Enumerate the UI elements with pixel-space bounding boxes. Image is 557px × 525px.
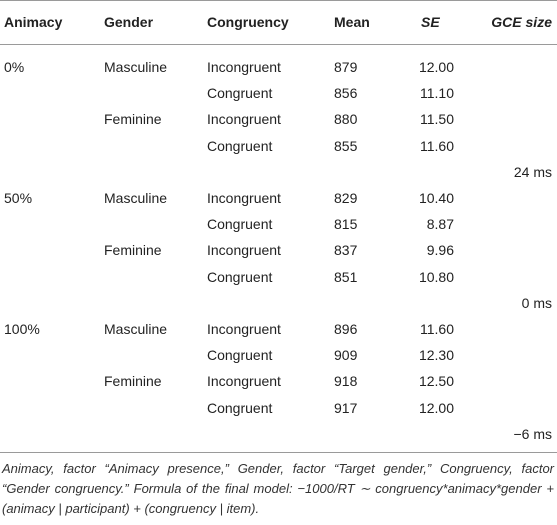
gender-cell: Feminine: [104, 373, 162, 390]
gce-cell: 24 ms: [513, 163, 552, 180]
se-cell: 10.80: [418, 268, 454, 285]
gender-cell: Feminine: [104, 111, 162, 128]
animacy-cell: 50%: [4, 190, 33, 206]
animacy-cell: 0%: [4, 59, 25, 75]
mean-cell: 909: [334, 347, 358, 364]
congruency-cell: Congruent: [207, 85, 273, 102]
mean-cell: 855: [334, 137, 358, 154]
column-header: Gender: [104, 14, 154, 30]
bottom-rule: [0, 452, 557, 453]
mean-cell: 856: [334, 85, 358, 102]
se-cell: 12.00: [418, 399, 454, 416]
mean-cell: 880: [334, 111, 358, 128]
congruency-cell: Congruent: [207, 399, 273, 416]
column-header: Animacy: [4, 14, 63, 30]
column-header: Congruency: [207, 14, 289, 30]
congruency-cell: Incongruent: [207, 111, 281, 128]
column-header: Mean: [334, 14, 370, 30]
header-rule: [0, 44, 557, 45]
se-cell: 12.00: [418, 59, 454, 75]
congruency-cell: Congruent: [207, 137, 273, 154]
gce-cell: 0 ms: [521, 294, 552, 311]
congruency-cell: Incongruent: [207, 59, 281, 75]
congruency-cell: Congruent: [207, 268, 273, 285]
se-cell: 11.60: [420, 321, 454, 337]
gender-cell: Feminine: [104, 242, 162, 259]
congruency-cell: Incongruent: [207, 190, 281, 206]
mean-cell: 851: [334, 268, 358, 285]
gender-cell: Masculine: [104, 321, 168, 337]
congruency-cell: Congruent: [207, 347, 273, 364]
mean-cell: 917: [334, 399, 358, 416]
mean-cell: 837: [334, 242, 358, 259]
gce-cell: −6 ms: [513, 425, 552, 442]
congruency-cell: Congruent: [207, 216, 273, 233]
se-cell: 8.87: [426, 216, 454, 233]
footnote: Animacy, factor “Animacy presence,” Gend…: [2, 461, 554, 516]
se-cell: 12.30: [418, 347, 454, 364]
congruency-cell: Incongruent: [207, 373, 281, 390]
gender-cell: Masculine: [104, 190, 168, 206]
se-cell: 11.10: [420, 85, 454, 102]
mean-cell: 815: [334, 216, 358, 233]
mean-cell: 896: [334, 321, 358, 337]
animacy-cell: 100%: [4, 321, 40, 337]
mean-cell: 918: [334, 373, 358, 390]
se-cell: 10.40: [418, 190, 454, 206]
se-cell: 12.50: [418, 373, 454, 390]
gender-cell: Masculine: [104, 59, 168, 75]
mean-cell: 829: [334, 190, 358, 206]
congruency-cell: Incongruent: [207, 242, 281, 259]
top-rule: [0, 0, 557, 1]
mean-cell: 879: [334, 59, 358, 75]
column-header: GCE size: [491, 14, 552, 30]
congruency-cell: Incongruent: [207, 321, 281, 337]
se-cell: 11.50: [420, 111, 454, 128]
column-header: SE: [421, 14, 440, 30]
se-cell: 11.60: [420, 137, 454, 154]
se-cell: 9.96: [426, 242, 454, 259]
